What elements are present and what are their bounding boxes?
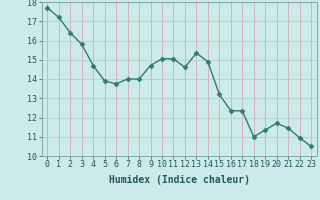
X-axis label: Humidex (Indice chaleur): Humidex (Indice chaleur) [109,175,250,185]
